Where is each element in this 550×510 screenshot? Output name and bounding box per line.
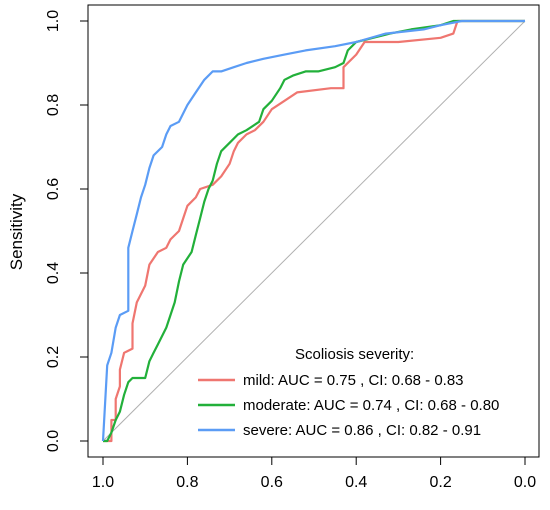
x-tick-label: 1.0 — [92, 474, 114, 491]
y-axis: 0.0 0.2 0.4 0.6 0.8 1.0 — [45, 10, 89, 452]
legend-entry: moderate: AUC = 0.74 , CI: 0.68 - 0.80 — [243, 397, 499, 414]
series-line — [103, 19, 525, 443]
legend-entry: mild: AUC = 0.75 , CI: 0.68 - 0.83 — [243, 372, 464, 389]
x-tick-label: 0.2 — [429, 474, 451, 491]
reference-line — [102, 20, 526, 442]
legend-title: Scoliosis severity: — [295, 346, 414, 363]
series-line — [101, 19, 525, 442]
x-tick-label: 0.4 — [345, 474, 367, 491]
y-tick-label: 0.0 — [45, 430, 62, 452]
series-layer — [101, 19, 525, 443]
legend: Scoliosis severity: mild: AUC = 0.75 , C… — [198, 346, 499, 439]
y-tick-label: 1.0 — [45, 10, 62, 32]
x-axis: 1.0 0.8 0.6 0.4 0.2 0.0 — [92, 456, 536, 491]
y-tick-label: 0.2 — [45, 346, 62, 368]
legend-entry: severe: AUC = 0.86 , CI: 0.82 - 0.91 — [243, 422, 481, 439]
x-tick-label: 0.8 — [176, 474, 198, 491]
x-tick-label: 0.0 — [514, 474, 536, 491]
y-axis-title: Sensitivity — [7, 193, 26, 270]
x-tick-label: 0.6 — [261, 474, 283, 491]
series-line — [103, 19, 525, 443]
y-tick-label: 0.8 — [45, 94, 62, 116]
y-tick-label: 0.4 — [45, 262, 62, 284]
y-tick-label: 0.6 — [45, 178, 62, 200]
